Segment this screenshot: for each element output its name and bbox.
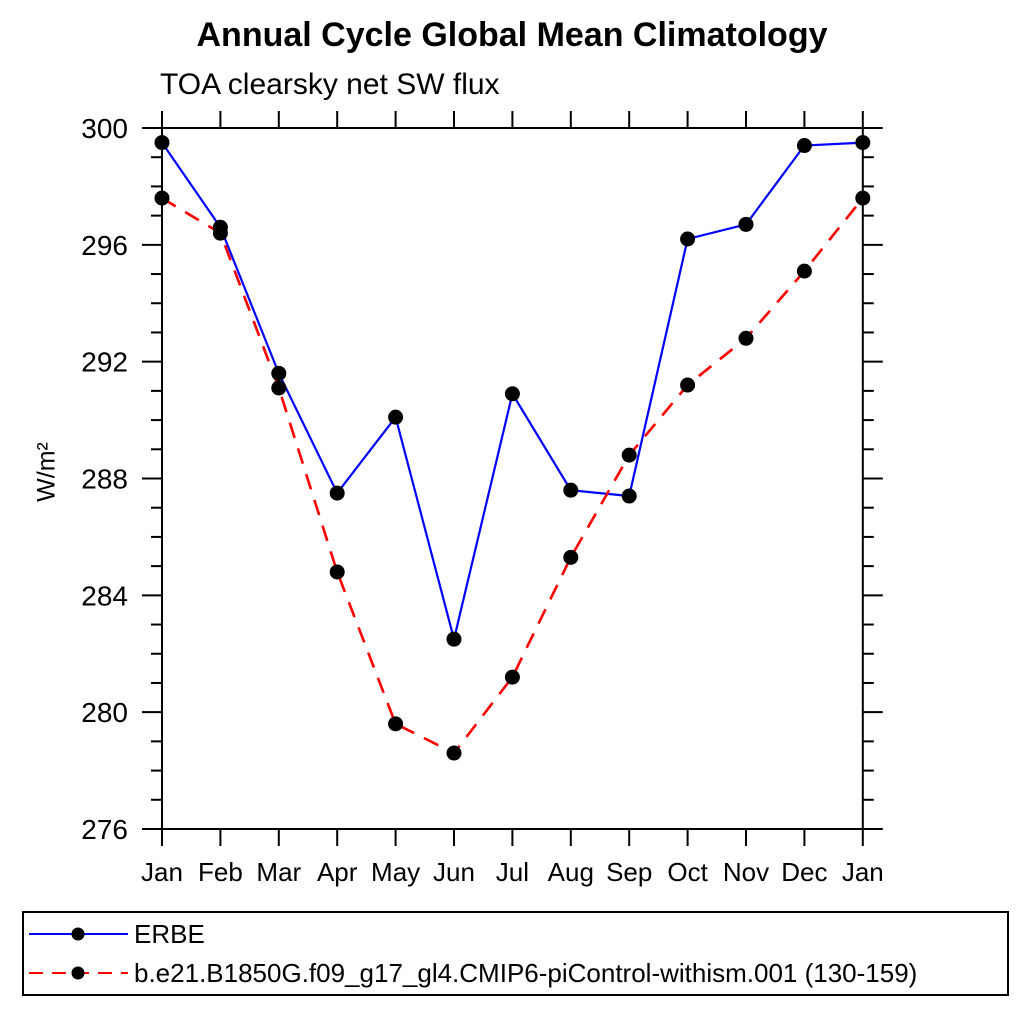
y-axis-tick-label: 276 [81, 814, 128, 845]
y-axis-tick-label: 280 [81, 697, 128, 728]
legend-marker-model [29, 966, 128, 980]
data-point-series-0 [738, 216, 754, 232]
chart-subtitle: TOA clearsky net SW flux [160, 68, 500, 101]
legend-box: ERBE b.e21.B1850G.f09_g17_gl4.CMIP6-piCo… [22, 911, 1009, 996]
data-point-series-1 [796, 263, 812, 279]
data-point-series-0 [621, 488, 637, 504]
x-axis-tick-label: Mar [256, 857, 301, 887]
plot-frame [161, 127, 864, 830]
x-axis-tick-label: Jul [496, 857, 529, 887]
x-axis-tick-label: Aug [548, 857, 594, 887]
x-axis-tick-label: Apr [317, 857, 358, 887]
chart-title: Annual Cycle Global Mean Climatology [196, 16, 828, 54]
y-axis-tick-label: 300 [81, 113, 128, 144]
data-point-series-0 [329, 485, 345, 501]
data-point-series-1 [154, 190, 170, 206]
x-axis-tick-label: Sep [606, 857, 652, 887]
data-point-series-0 [796, 138, 812, 154]
data-point-series-1 [446, 745, 462, 761]
data-point-series-1 [563, 549, 579, 565]
data-point-series-1 [388, 716, 404, 732]
legend-item-model: b.e21.B1850G.f09_g17_gl4.CMIP6-piControl… [24, 956, 1007, 990]
x-axis-tick-label: Oct [667, 857, 708, 887]
y-axis-tick-label: 288 [81, 464, 128, 495]
data-point-series-0 [504, 386, 520, 402]
data-point-series-1 [621, 447, 637, 463]
data-point-series-0 [446, 631, 462, 647]
y-axis-tick-label: 284 [81, 580, 128, 611]
data-point-series-0 [388, 409, 404, 425]
data-point-series-1 [855, 190, 871, 206]
data-point-series-0 [855, 135, 871, 151]
data-point-series-1 [504, 669, 520, 685]
data-point-series-1 [329, 564, 345, 580]
x-axis-tick-label: Jan [141, 857, 183, 887]
x-axis-tick-label: Jan [842, 857, 884, 887]
data-point-series-0 [680, 231, 696, 247]
legend-marker-dot-icon [71, 927, 85, 941]
x-axis-tick-label: Nov [723, 857, 769, 887]
data-point-series-1 [680, 377, 696, 393]
legend-marker-dot-icon [71, 966, 85, 980]
data-point-series-0 [563, 482, 579, 498]
data-point-series-0 [271, 365, 287, 381]
data-point-series-1 [212, 225, 228, 241]
legend-item-label: ERBE [134, 919, 205, 950]
x-axis-tick-label: Feb [198, 857, 243, 887]
data-point-series-0 [154, 135, 170, 151]
legend-marker-erbe [29, 927, 128, 941]
x-axis-tick-label: May [371, 857, 420, 887]
data-point-series-1 [271, 380, 287, 396]
data-point-series-1 [738, 330, 754, 346]
x-axis-tick-label: Jun [433, 857, 475, 887]
legend-item-label: b.e21.B1850G.f09_g17_gl4.CMIP6-piControl… [134, 957, 918, 988]
y-axis-tick-label: 292 [81, 347, 128, 378]
y-axis-tick-label: 296 [81, 230, 128, 261]
legend-item-erbe: ERBE [24, 917, 1007, 951]
x-axis-tick-label: Dec [781, 857, 827, 887]
